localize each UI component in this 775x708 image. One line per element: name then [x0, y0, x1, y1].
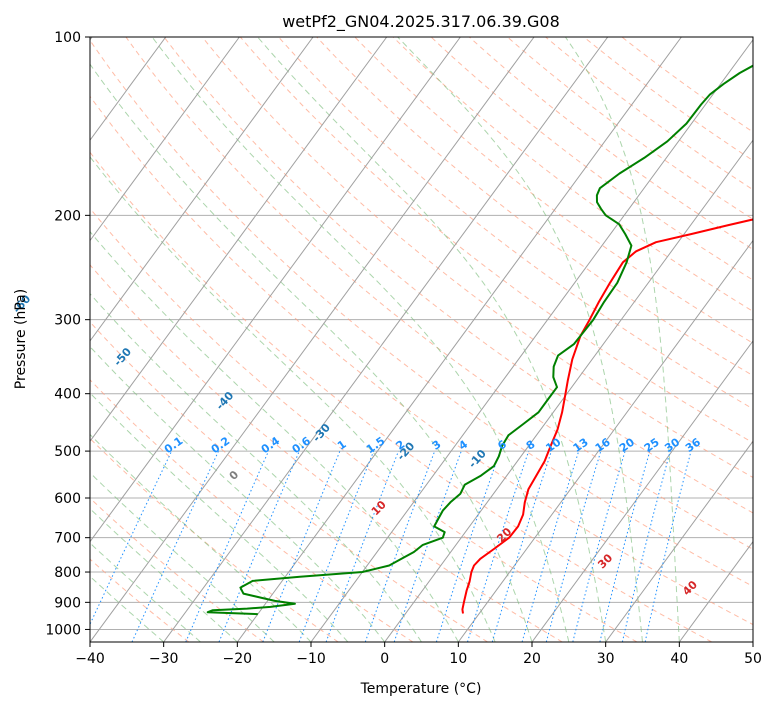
dry-adiabat-line [583, 37, 753, 162]
isotherm-line [457, 239, 753, 642]
x-axis-label: Temperature (°C) [360, 681, 482, 697]
dewpoint-profile-line [206, 64, 753, 616]
mixing-ratio-line [393, 450, 462, 642]
mixing-ratio-line [131, 450, 219, 642]
dry-adiabat-line [430, 37, 753, 281]
temperature-profile-line [461, 218, 753, 614]
moist-adiabat-line [90, 63, 533, 642]
isotherm-line [384, 139, 753, 642]
y-axis-label: Pressure (hPa) [13, 289, 29, 389]
isotherm-line [531, 340, 753, 642]
x-tick-label: 0 [380, 651, 389, 667]
mixing-ratio-line [521, 450, 580, 642]
mixing-ratio-line [621, 450, 671, 642]
mixing-ratio-line [644, 450, 692, 642]
dry-adiabat-line [90, 321, 488, 642]
dry-adiabat-line [278, 37, 753, 410]
chart-title: wetPf2_GN04.2025.317.06.39.G08 [282, 12, 560, 32]
mixing-ratio-line [364, 450, 436, 642]
x-tick-label: 40 [670, 651, 688, 667]
x-tick-label: −30 [149, 651, 179, 667]
moist-adiabat-line [90, 292, 422, 642]
isotherm-line [605, 440, 753, 642]
isotherm-line [90, 37, 535, 642]
y-tick-label: 900 [54, 595, 81, 611]
isotherm-line [90, 37, 240, 242]
x-tick-label: 10 [449, 651, 467, 667]
x-tick-label: 30 [597, 651, 615, 667]
moist-adiabat-line [90, 156, 496, 642]
y-tick-label: 200 [54, 208, 81, 224]
isotherm-line [90, 37, 167, 142]
y-tick-label: 700 [54, 531, 81, 547]
y-tick-label: 800 [54, 565, 81, 581]
dry-adiabat-line [90, 39, 753, 588]
mixing-ratio-line [491, 450, 552, 642]
x-tick-label: −40 [75, 651, 105, 667]
isotherm-line [236, 37, 682, 642]
profile-lines [206, 64, 753, 616]
dry-adiabat-line [392, 37, 753, 312]
moist-adiabat-line [151, 37, 570, 642]
isotherm-line [163, 37, 609, 642]
mixing-ratio-line [185, 450, 269, 642]
y-tick-label: 600 [54, 491, 81, 507]
plot-frame [89, 36, 754, 643]
dry-adiabat-line [239, 37, 753, 444]
x-tick-label: −20 [223, 651, 253, 667]
isotherm-line [90, 37, 314, 342]
background-lines [90, 37, 753, 642]
isotherm-line [90, 37, 388, 443]
x-tick-label: 50 [744, 651, 762, 667]
moist-adiabat-line [257, 37, 607, 642]
y-tick-label: 400 [54, 387, 81, 403]
mixing-ratio-line [218, 450, 300, 642]
dry-adiabat-line [90, 95, 753, 626]
dry-adiabat-line [90, 151, 712, 642]
isotherm-line [310, 38, 753, 642]
y-tick-label: 100 [54, 30, 81, 46]
moist-adiabat-line [90, 433, 312, 642]
dry-adiabat-line [545, 37, 753, 191]
mixing-ratio-line [435, 450, 501, 642]
moist-adiabat-line [90, 392, 349, 642]
dry-adiabat-line [90, 379, 414, 642]
dry-adiabat-line [125, 37, 753, 550]
dry-adiabat-line [90, 207, 638, 642]
dry-adiabat-line [163, 37, 753, 514]
x-tick-label: 20 [523, 651, 541, 667]
mixing-ratio-line [467, 450, 530, 642]
mixing-ratio-line [572, 450, 626, 642]
x-tick-label: −10 [296, 651, 326, 667]
mixing-ratio-line [545, 450, 602, 642]
dry-adiabat-line [316, 37, 753, 377]
y-tick-label: 300 [54, 313, 81, 329]
y-tick-label: 500 [54, 444, 81, 460]
moist-adiabat-line [564, 37, 680, 642]
mixing-ratio-line [599, 450, 651, 642]
moist-adiabat-line [90, 345, 386, 642]
mixing-ratio-line [90, 450, 173, 626]
moist-adiabat-line [90, 472, 275, 642]
y-tick-label: 1000 [45, 622, 81, 638]
moist-adiabat-line [397, 37, 643, 642]
axes: −40 −30 −20 −10 0 10 20 30 40 50 100 200 300 400 500 60… [45, 30, 762, 667]
dry-adiabat-line [90, 264, 563, 642]
dry-adiabat-line [354, 37, 753, 344]
moist-adiabat-line [90, 230, 459, 642]
